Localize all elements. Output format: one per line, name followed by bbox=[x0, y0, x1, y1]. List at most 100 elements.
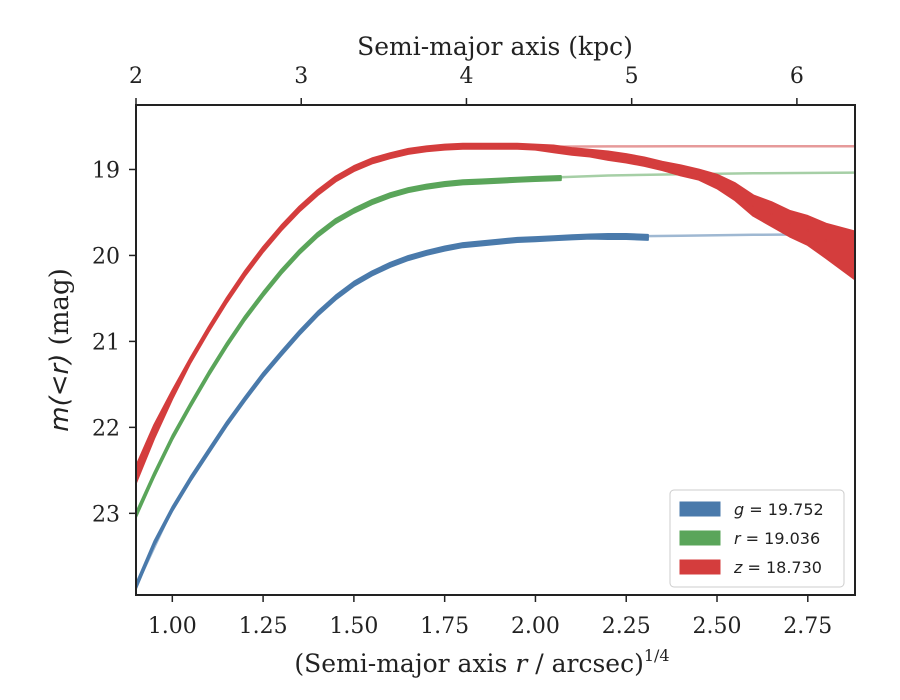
data-point-g bbox=[516, 239, 519, 241]
data-point-z bbox=[552, 147, 555, 150]
data-point-g bbox=[588, 235, 591, 238]
data-point-g bbox=[647, 236, 649, 239]
x-axis-title: (Semi-major axis r / arcsec)1/4 bbox=[294, 646, 669, 678]
data-point-g bbox=[334, 296, 337, 299]
plot-layer bbox=[136, 142, 855, 590]
data-point-z bbox=[225, 299, 228, 302]
data-point-z bbox=[280, 226, 283, 229]
legend-swatch-g bbox=[679, 501, 721, 517]
plot-area bbox=[136, 142, 855, 590]
data-point-z bbox=[425, 147, 428, 150]
data-point-z bbox=[806, 229, 809, 232]
data-point-g bbox=[480, 242, 482, 245]
data-point-z bbox=[189, 359, 192, 362]
axis-layer: 1.00 1.25 1.50 1.75 2.00 2.25 2.50 2.752 3 4 5 6192… bbox=[92, 64, 832, 639]
data-point-z bbox=[407, 150, 410, 153]
data-point-g bbox=[189, 477, 192, 480]
data-point-z bbox=[171, 393, 174, 396]
data-point-z bbox=[352, 167, 355, 170]
profile-band-z bbox=[136, 142, 855, 485]
x2-axis-title: Semi-major axis (kpc) bbox=[357, 32, 633, 61]
data-point-g bbox=[225, 422, 228, 425]
data-point-g bbox=[389, 263, 392, 266]
data-point-r bbox=[498, 179, 501, 182]
data-point-r bbox=[207, 373, 210, 376]
data-point-z bbox=[752, 204, 755, 207]
data-point-r bbox=[443, 183, 446, 186]
data-point-g bbox=[298, 331, 301, 334]
data-point-g bbox=[607, 235, 610, 238]
data-point-g bbox=[570, 236, 573, 239]
x2-tick-label: 3 bbox=[294, 64, 308, 89]
data-point-z bbox=[661, 165, 664, 167]
data-point-g bbox=[625, 235, 628, 238]
data-point-z bbox=[534, 146, 537, 149]
data-point-r bbox=[298, 251, 301, 253]
data-point-r bbox=[225, 343, 228, 346]
data-point-r bbox=[171, 436, 174, 439]
data-point-r bbox=[153, 473, 156, 476]
legend-label-z: z = 18.730 bbox=[733, 558, 822, 577]
data-point-r bbox=[189, 404, 192, 406]
data-point-z bbox=[570, 150, 573, 153]
data-point-z bbox=[334, 177, 337, 180]
data-point-g bbox=[461, 244, 464, 247]
data-point-z bbox=[262, 248, 265, 251]
x2-tick-label: 6 bbox=[790, 64, 804, 89]
data-point-z bbox=[516, 145, 519, 148]
y-tick-label: 19 bbox=[92, 158, 120, 183]
data-point-g bbox=[153, 542, 156, 545]
data-point-r bbox=[243, 317, 246, 320]
data-point-z bbox=[643, 160, 646, 163]
data-point-z bbox=[461, 145, 464, 148]
x-tick-label: 2.50 bbox=[693, 614, 742, 639]
x2-tick-label: 2 bbox=[129, 64, 143, 89]
x-axis-title-post: / arcsec) bbox=[527, 649, 644, 678]
data-point-z bbox=[316, 191, 319, 194]
x-tick-label: 1.50 bbox=[329, 614, 378, 639]
data-point-r bbox=[371, 201, 373, 204]
data-point-g bbox=[352, 282, 355, 285]
data-point-r bbox=[334, 220, 337, 223]
data-point-g bbox=[443, 247, 446, 250]
data-point-z bbox=[389, 154, 392, 157]
data-point-z bbox=[298, 208, 301, 210]
x-axis-title-exponent: 1/4 bbox=[644, 646, 670, 665]
y-axis-title: m(<r) (mag) bbox=[45, 268, 75, 431]
x-axis-title-var: r bbox=[515, 649, 529, 678]
data-point-z bbox=[443, 146, 446, 149]
y-tick-label: 23 bbox=[92, 502, 120, 527]
data-point-g bbox=[316, 312, 319, 315]
data-point-r bbox=[516, 178, 519, 181]
plot-frame bbox=[135, 104, 856, 596]
x-axis-title-pre: (Semi-major axis bbox=[294, 649, 515, 678]
data-point-z bbox=[498, 145, 501, 148]
data-point-z bbox=[734, 190, 737, 193]
legend-swatch-z bbox=[679, 559, 721, 575]
data-point-z bbox=[625, 157, 628, 160]
x-tick-label: 1.00 bbox=[148, 614, 197, 639]
x2-tick-label: 4 bbox=[459, 64, 473, 89]
data-point-r bbox=[425, 185, 428, 188]
data-point-g bbox=[207, 450, 210, 453]
data-point-g bbox=[371, 272, 373, 275]
model-curve-r bbox=[136, 171, 855, 516]
data-point-g bbox=[262, 373, 265, 376]
x-tick-label: 2.25 bbox=[602, 614, 651, 639]
y-tick-label: 21 bbox=[92, 330, 120, 355]
data-point-z bbox=[788, 222, 791, 225]
data-point-z bbox=[716, 180, 718, 183]
data-point-r bbox=[280, 270, 283, 273]
x2-tick-label: 5 bbox=[625, 64, 639, 89]
legend-swatch-r bbox=[679, 530, 721, 546]
x-tick-label: 1.75 bbox=[420, 614, 469, 639]
data-point-r bbox=[534, 177, 537, 180]
y-tick-label: 20 bbox=[92, 244, 120, 269]
data-point-z bbox=[588, 152, 591, 155]
data-point-z bbox=[207, 328, 210, 331]
data-point-z bbox=[153, 430, 156, 433]
profile-band-g bbox=[136, 233, 649, 590]
data-point-z bbox=[679, 169, 682, 172]
data-point-g bbox=[534, 238, 537, 241]
